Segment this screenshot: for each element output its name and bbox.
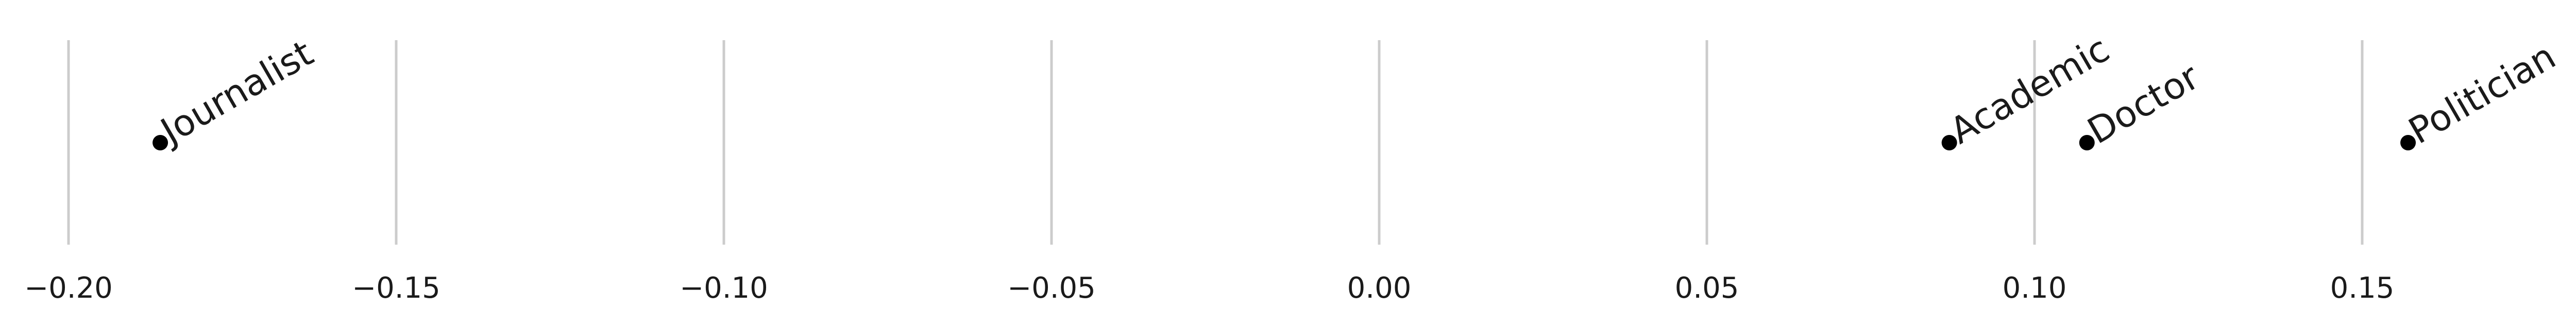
data-point	[152, 135, 168, 150]
x-tick-label: 0.00	[1347, 271, 1412, 305]
x-tick-labels: −0.20 −0.15 −0.10 −0.05 0.00 0.05 0.10 0.15	[24, 271, 2394, 305]
x-tick-label: 0.05	[1675, 271, 1739, 305]
x-tick-label: −0.20	[24, 271, 113, 305]
point-label: Politician	[2402, 35, 2563, 152]
point-label: Journalist	[152, 32, 320, 153]
x-tick-label: 0.15	[2330, 271, 2395, 305]
data-point	[2079, 135, 2095, 150]
x-tick-label: 0.10	[2003, 271, 2067, 305]
grid-lines	[67, 40, 2364, 245]
x-tick-label: −0.15	[352, 271, 440, 305]
x-tick-label: −0.05	[1007, 271, 1096, 305]
data-point	[2400, 135, 2416, 150]
x-tick-label: −0.10	[680, 271, 768, 305]
data-point	[1941, 135, 1957, 150]
